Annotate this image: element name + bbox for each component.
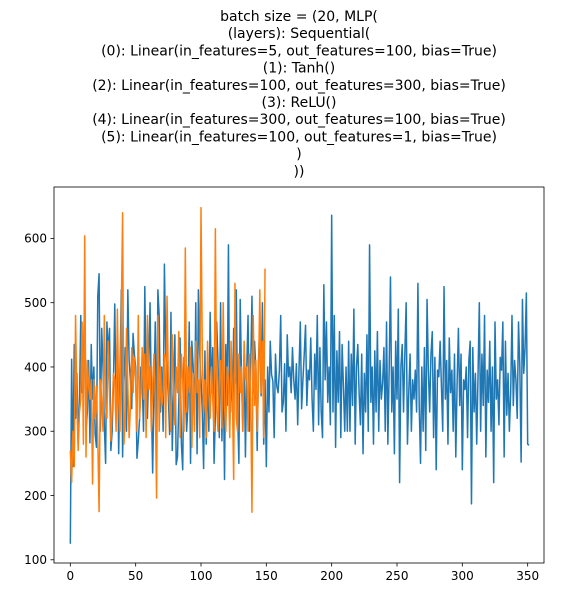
x-tick-label: 300 bbox=[451, 569, 474, 583]
x-axis-ticks: 0 50 100 150 200 250 300 350 bbox=[67, 563, 539, 583]
x-tick-label: 50 bbox=[128, 569, 143, 583]
axes bbox=[53, 186, 545, 564]
x-tick-label: 350 bbox=[516, 569, 539, 583]
y-tick-label: 400 bbox=[24, 360, 47, 374]
title-line-0: batch size = (20, MLP( bbox=[220, 9, 378, 25]
title-line-3: (1): Tanh() bbox=[263, 61, 335, 77]
title-line-2: (0): Linear(in_features=5, out_features=… bbox=[101, 43, 497, 59]
title-line-4: (2): Linear(in_features=100, out_feature… bbox=[92, 78, 506, 94]
x-tick-label: 150 bbox=[255, 569, 278, 583]
y-axis-ticks: 100 200 300 400 500 600 bbox=[24, 232, 54, 567]
title-line-9: )) bbox=[294, 164, 305, 180]
title-line-7: (5): Linear(in_features=100, out_feature… bbox=[101, 129, 497, 145]
title-line-8: ) bbox=[296, 147, 301, 163]
y-tick-label: 600 bbox=[24, 232, 47, 246]
title-line-1: (layers): Sequential( bbox=[228, 26, 371, 42]
series-lines bbox=[69, 206, 530, 544]
x-tick-label: 250 bbox=[386, 569, 409, 583]
y-tick-label: 500 bbox=[24, 296, 47, 310]
x-tick-label: 100 bbox=[190, 569, 213, 583]
y-tick-label: 100 bbox=[24, 553, 47, 567]
x-tick-label: 200 bbox=[320, 569, 343, 583]
x-tick-label: 0 bbox=[67, 569, 75, 583]
series-line-1 bbox=[69, 206, 266, 513]
title-line-5: (3): ReLU() bbox=[262, 95, 337, 111]
y-tick-label: 200 bbox=[24, 489, 47, 503]
plot-frame bbox=[53, 186, 545, 564]
chart-title: batch size = (20, MLP((layers): Sequenti… bbox=[92, 9, 506, 180]
title-line-6: (4): Linear(in_features=300, out_feature… bbox=[92, 112, 506, 128]
y-tick-label: 300 bbox=[24, 425, 47, 439]
